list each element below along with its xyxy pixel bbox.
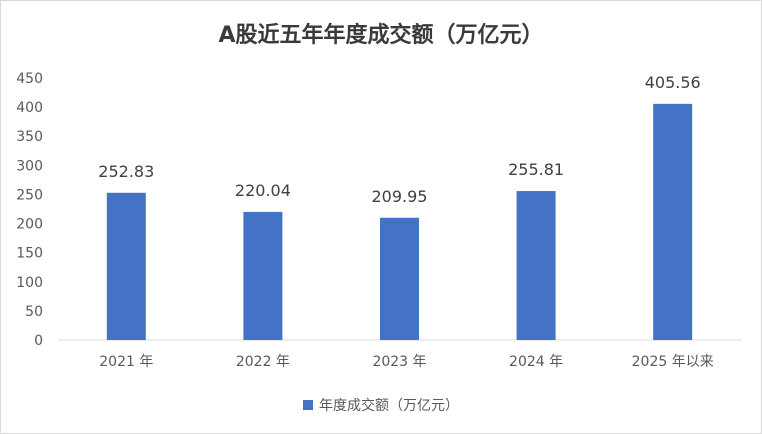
y-tick-label: 450 [16,71,43,87]
y-tick-label: 250 [16,187,43,203]
y-tick-label: 300 [16,158,43,174]
data-label: 220.04 [235,181,291,200]
y-tick-label: 200 [16,217,43,233]
bar [653,103,693,340]
x-tick-label: 2024 年 [509,354,563,370]
data-label: 255.81 [508,160,564,179]
x-tick-label: 2025 年以来 [632,354,714,370]
data-label: 252.83 [98,162,154,181]
x-tick-label: 2022 年 [236,354,290,370]
y-tick-label: 350 [16,129,43,145]
bar [106,192,146,340]
legend: 年度成交额（万亿元） [1,395,761,415]
data-label: 405.56 [645,73,701,92]
y-tick-label: 100 [16,275,43,291]
data-label: 209.95 [372,187,428,206]
bar [243,211,283,340]
legend-label: 年度成交额（万亿元） [319,398,459,414]
x-tick-label: 2021 年 [99,354,153,370]
y-tick-label: 400 [16,100,43,116]
bar [380,217,419,340]
legend-swatch [303,400,313,410]
bar [516,191,556,340]
x-tick-label: 2023 年 [372,354,426,370]
y-tick-label: 0 [34,333,43,349]
chart-title: A股近五年年度成交额（万亿元） [218,23,544,48]
y-tick-label: 50 [25,304,43,320]
y-tick-label: 150 [16,246,43,262]
